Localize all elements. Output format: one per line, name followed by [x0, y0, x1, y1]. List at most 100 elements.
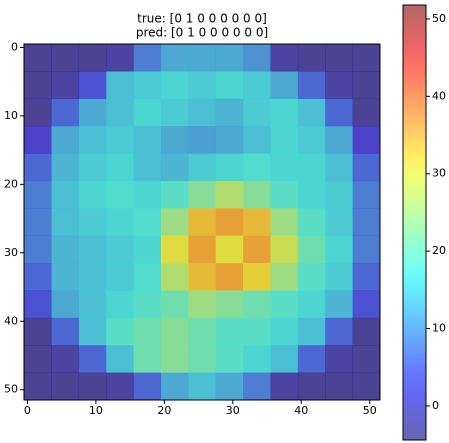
heat-cell: [243, 98, 271, 127]
heat-cell: [270, 71, 299, 100]
heat-cell: [24, 263, 52, 291]
heat-cell: [133, 235, 162, 264]
heat-cell: [243, 290, 271, 319]
heat-cell: [270, 345, 299, 373]
heat-cell: [297, 263, 326, 291]
heat-cell: [352, 153, 381, 182]
heat-cell: [106, 208, 134, 236]
heat-cell: [133, 126, 162, 154]
heat-cell: [243, 208, 271, 236]
x-tick-label: 20: [157, 404, 171, 417]
heat-cell: [243, 317, 271, 346]
colorbar-tick-label: 10: [432, 322, 446, 335]
heat-cell: [188, 44, 216, 72]
heat-cell: [78, 44, 107, 72]
heat-cell: [297, 372, 326, 401]
heat-cell: [188, 317, 216, 346]
heat-cell: [270, 153, 299, 182]
heat-cell: [24, 235, 52, 264]
heat-cell: [133, 98, 162, 127]
heat-cell: [215, 317, 244, 346]
heat-cell: [24, 208, 52, 236]
x-tick-label: 0: [24, 404, 31, 417]
heat-cell: [160, 372, 189, 401]
heat-cell: [133, 345, 162, 373]
colorbar-tick-label: 50: [432, 12, 446, 25]
heat-cell: [106, 317, 134, 346]
heat-cell: [78, 263, 107, 291]
heat-cell: [188, 372, 216, 401]
heat-cell: [51, 372, 80, 401]
heat-cell: [51, 180, 80, 209]
heat-cell: [215, 44, 244, 72]
heat-cell: [160, 317, 189, 346]
heat-cell: [188, 180, 216, 209]
heat-cell: [106, 71, 134, 100]
heat-cell: [325, 44, 353, 72]
heat-cell: [325, 290, 353, 319]
heat-cell: [160, 71, 189, 100]
heat-cell: [215, 235, 244, 264]
heat-cell: [51, 317, 80, 346]
heat-cell: [325, 372, 353, 401]
heat-cell: [352, 44, 381, 72]
heat-cell: [106, 263, 134, 291]
heat-cell: [215, 208, 244, 236]
heat-cell: [215, 372, 244, 401]
heat-cell: [51, 345, 80, 373]
heat-cell: [270, 44, 299, 72]
heat-cell: [352, 263, 381, 291]
heat-cell: [133, 208, 162, 236]
heat-cell: [51, 126, 80, 154]
heat-cell: [160, 126, 189, 154]
heat-cell: [78, 98, 107, 127]
heat-cell: [243, 126, 271, 154]
heat-cell: [188, 153, 216, 182]
y-tick-label: 30: [4, 246, 18, 259]
heat-cell: [106, 44, 134, 72]
y-tick-label: 50: [4, 383, 18, 396]
heat-cell: [215, 153, 244, 182]
heat-cell: [325, 153, 353, 182]
heat-cell: [325, 317, 353, 346]
heat-cell: [297, 71, 326, 100]
heat-cell: [133, 290, 162, 319]
heat-cell: [24, 98, 52, 127]
heat-cell: [243, 44, 271, 72]
heat-cell: [270, 317, 299, 346]
y-tick-label: 20: [4, 177, 18, 190]
heat-cell: [78, 180, 107, 209]
heat-cell: [297, 126, 326, 154]
heat-cell: [78, 345, 107, 373]
heat-cell: [352, 208, 381, 236]
heat-cell: [352, 71, 381, 100]
heat-cell: [270, 180, 299, 209]
heat-cell: [51, 153, 80, 182]
heat-cell: [106, 235, 134, 264]
y-tick-label: 10: [4, 109, 18, 122]
y-tick-label: 40: [4, 314, 18, 327]
chart-title: pred: [0 1 0 0 0 0 0 0]: [136, 26, 268, 40]
heat-cell: [188, 263, 216, 291]
heat-cell: [188, 290, 216, 319]
heat-cell: [270, 372, 299, 401]
heat-cell: [133, 372, 162, 401]
heat-cell: [297, 317, 326, 346]
heat-cell: [51, 44, 80, 72]
heat-cell: [352, 345, 381, 373]
heat-cell: [51, 235, 80, 264]
heat-cell: [188, 71, 216, 100]
heat-cell: [24, 290, 52, 319]
heat-cell: [78, 126, 107, 154]
heat-cell: [325, 126, 353, 154]
heat-cell: [51, 263, 80, 291]
heat-cell: [270, 263, 299, 291]
heat-cell: [243, 153, 271, 182]
heat-cell: [215, 98, 244, 127]
heat-cell: [352, 290, 381, 319]
heat-cell: [78, 317, 107, 346]
heat-cell: [78, 71, 107, 100]
chart-title: true: [0 1 0 0 0 0 0 0]: [137, 12, 267, 26]
heat-cell: [188, 208, 216, 236]
heat-cell: [325, 345, 353, 373]
